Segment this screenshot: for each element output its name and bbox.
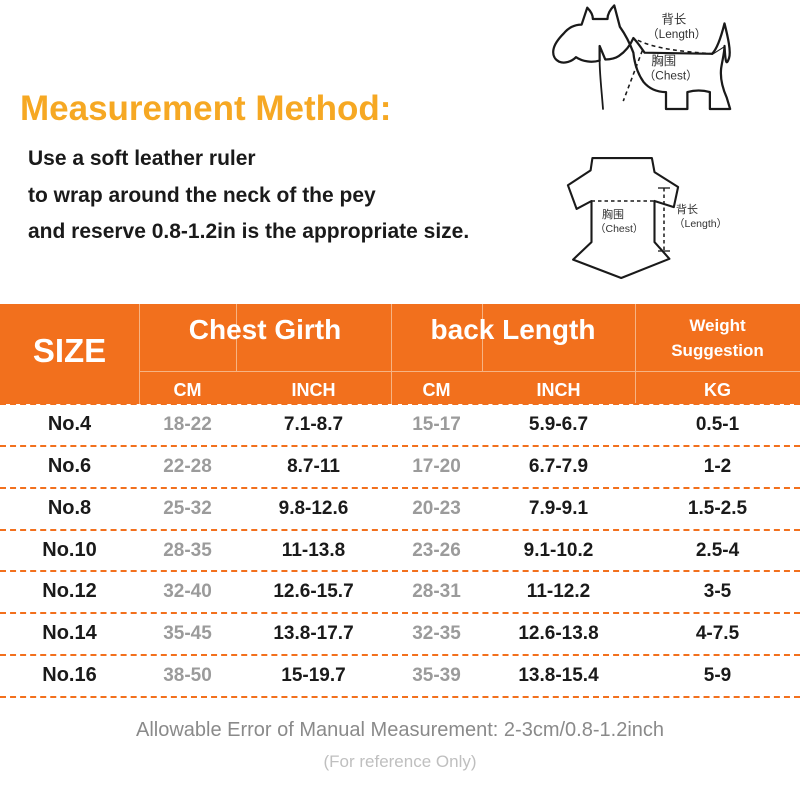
svg-text:胸围: 胸围: [651, 53, 676, 68]
svg-text:（Length）: （Length）: [674, 218, 727, 230]
svg-text:背长: 背长: [662, 12, 687, 26]
svg-text:（Chest）: （Chest）: [595, 223, 643, 235]
svg-text:（Chest）: （Chest）: [644, 69, 698, 83]
svg-text:胸围: 胸围: [602, 207, 624, 221]
svg-text:背长: 背长: [676, 202, 698, 216]
svg-text:（Length）: （Length）: [647, 27, 707, 41]
